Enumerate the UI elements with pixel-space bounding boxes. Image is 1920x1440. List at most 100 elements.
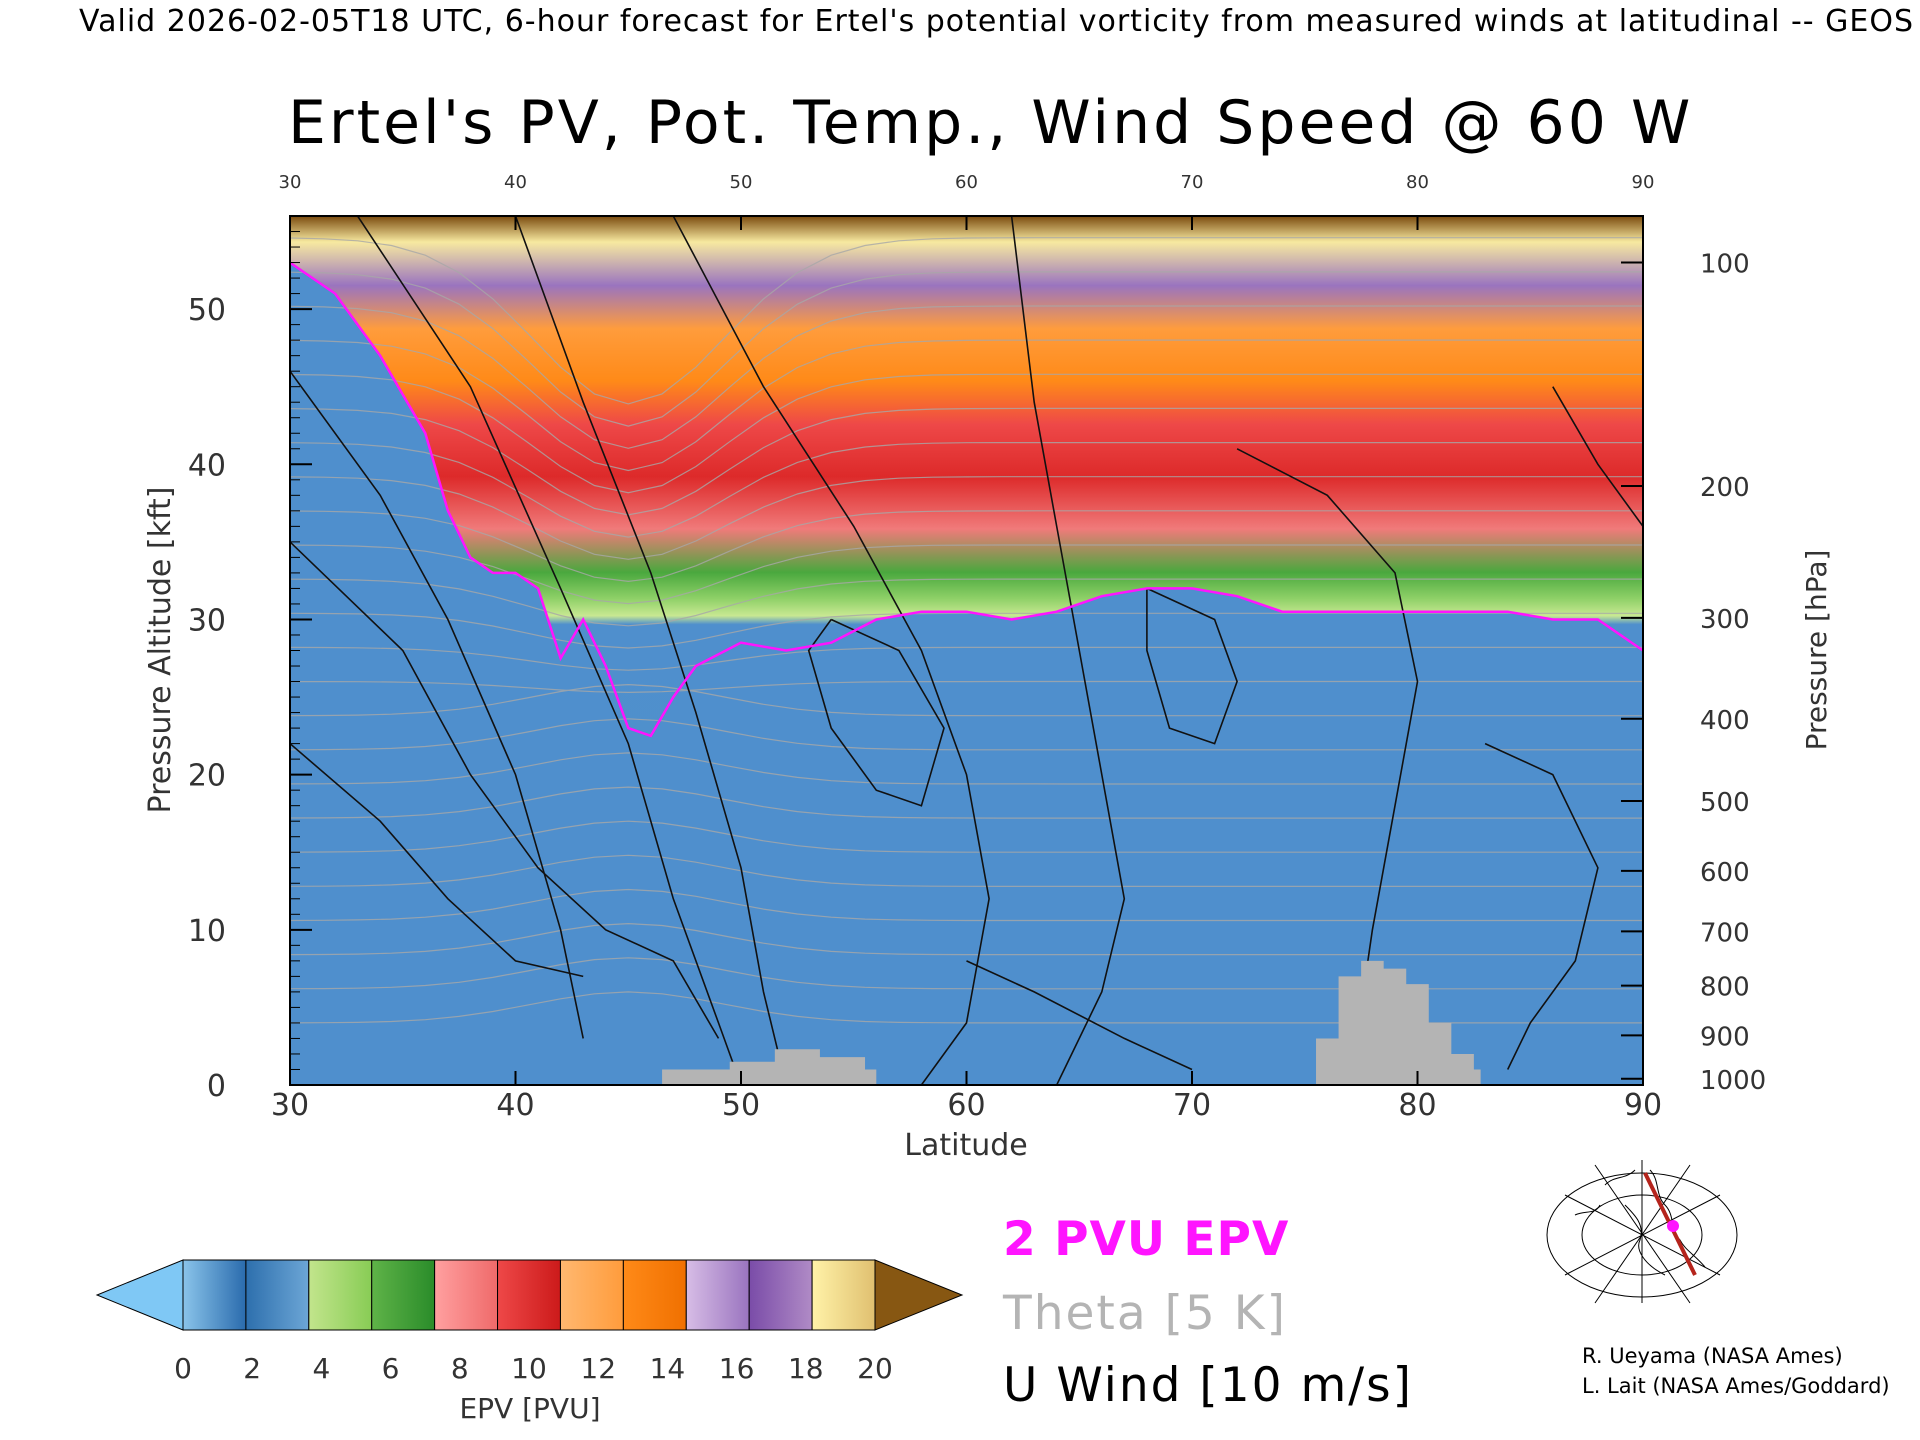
globe-locator-map-icon [1545, 1155, 1740, 1305]
colorbar-over-triangle [874, 1259, 964, 1331]
credit-line-1: R. Ueyama (NASA Ames) [1582, 1344, 1843, 1368]
x-tick-label-top: 40 [504, 172, 527, 193]
tropopause-2pvu-line [290, 261, 1643, 738]
u-wind-contour [290, 541, 720, 1039]
theta-contour [290, 407, 1643, 516]
u-wind-contour [1484, 742, 1599, 1070]
x-axis-label: Latitude [904, 1128, 1027, 1163]
pressure-tick-label: 700 [1700, 918, 1750, 948]
colorbar-tick-label: 16 [719, 1352, 755, 1385]
colorbar-band [308, 1259, 373, 1331]
credits: R. Ueyama (NASA Ames) L. Lait (NASA Ames… [1582, 1341, 1890, 1401]
theta-contour [290, 786, 1643, 819]
legend-2pvu: 2 PVU EPV [1003, 1212, 1290, 1267]
u-wind-contour [290, 742, 584, 978]
theta-contour [290, 752, 1643, 785]
u-wind-contour [807, 618, 945, 807]
theta-contour [290, 305, 1643, 449]
x-tick-label-top: 50 [730, 172, 753, 193]
colorbar-tick-label: 6 [382, 1352, 400, 1385]
pressure-tick-label: 100 [1700, 250, 1750, 280]
x-tick-label: 70 [1173, 1088, 1211, 1123]
colorbar-band [622, 1259, 687, 1331]
u-wind-contour [1146, 587, 1238, 745]
chart-title: Ertel's PV, Pot. Temp., Wind Speed @ 60 … [288, 88, 1694, 158]
y-tick-label: 50 [188, 293, 226, 328]
colorbar-band [685, 1259, 750, 1331]
theta-contour [290, 646, 1643, 671]
colorbar-band [371, 1259, 436, 1331]
pressure-tick-label: 500 [1700, 788, 1750, 818]
pressure-tick-label: 800 [1700, 973, 1750, 1003]
y-axis-left: 0 10 20 30 40 50 [188, 231, 312, 1104]
pressure-tick-label: 900 [1700, 1022, 1750, 1052]
colorbar-label: EPV [PVU] [459, 1392, 600, 1425]
terrain-mask [662, 960, 1481, 1085]
x-axis: 30 40 50 60 70 80 90 [271, 1071, 1662, 1123]
theta-contour [290, 718, 1643, 751]
x-tick-label: 60 [947, 1088, 985, 1123]
u-wind-contour [966, 960, 1193, 1071]
pressure-tick-label: 1000 [1700, 1066, 1766, 1096]
x-tick-label-top: 90 [1632, 172, 1655, 193]
credit-line-2: L. Lait (NASA Ames/Goddard) [1582, 1374, 1890, 1398]
pressure-tick-label: 200 [1700, 473, 1750, 503]
colorbar-tick-label: 8 [451, 1352, 469, 1385]
theta-contours [290, 237, 1643, 1024]
pressure-tick-label: 600 [1700, 858, 1750, 888]
colorbar-tick-label: 18 [788, 1352, 824, 1385]
legend-theta: Theta [5 K] [1003, 1286, 1287, 1341]
theta-contour [290, 373, 1643, 494]
colorbar-band [748, 1259, 813, 1331]
y-tick-label: 0 [207, 1069, 226, 1104]
pressure-tick-label: 300 [1700, 605, 1750, 635]
y-tick-label: 10 [188, 914, 226, 949]
theta-contour [290, 237, 1643, 405]
colorbar-band [811, 1259, 876, 1331]
u-wind-contours [290, 216, 1643, 1085]
colorbar-tick-label: 14 [650, 1352, 686, 1385]
theta-contour [290, 510, 1643, 583]
u-wind-contour [1236, 448, 1419, 1085]
x-tick-label: 90 [1624, 1088, 1662, 1123]
theta-contour [290, 578, 1643, 627]
theta-contour [290, 442, 1643, 538]
y-tick-label: 40 [188, 448, 226, 483]
u-wind-contour [1010, 216, 1126, 1085]
colorbar: 0 2 4 6 8 10 12 14 16 18 20 [95, 1259, 964, 1385]
colorbar-band [497, 1259, 561, 1331]
colorbar-band [559, 1259, 624, 1331]
colorbar-tick-label: 10 [511, 1352, 547, 1385]
x-tick-label: 50 [722, 1088, 760, 1123]
theta-contour [290, 476, 1643, 560]
x-tick-label: 30 [271, 1088, 309, 1123]
u-wind-contour [1552, 386, 1643, 527]
u-wind-contour [514, 216, 787, 1085]
theta-contour [290, 888, 1643, 922]
troposphere-low-pv-region [290, 262, 1643, 1085]
colorbar-band [245, 1259, 310, 1331]
theta-contour [290, 339, 1643, 472]
x-tick-label-top: 70 [1181, 172, 1204, 193]
x-tick-label-top: 80 [1406, 172, 1429, 193]
pressure-tick-label: 400 [1700, 706, 1750, 736]
legend-u-wind: U Wind [10 m/s] [1003, 1358, 1413, 1413]
colorbar-tick-label: 2 [243, 1352, 261, 1385]
theta-contour [290, 612, 1643, 649]
x-tick-label: 40 [496, 1088, 534, 1123]
theta-contour [290, 683, 1643, 717]
colorbar-tick-label: 20 [857, 1352, 893, 1385]
y-tick-label: 20 [188, 759, 226, 794]
y-axis-right: 100 200 300 400 500 600 700 800 900 1000 [1621, 250, 1766, 1096]
u-wind-contour [290, 370, 584, 1039]
u-wind-contour [672, 216, 990, 1085]
y2-axis-label: Pressure [hPa] [1800, 550, 1833, 751]
x-tick-label-top: 30 [279, 172, 302, 193]
colorbar-band [182, 1259, 247, 1331]
u-wind-contour [356, 216, 742, 1085]
theta-contour [290, 854, 1643, 887]
x-axis-top: 30 40 50 60 70 80 90 [279, 172, 1655, 230]
colorbar-tick-label: 4 [312, 1352, 330, 1385]
theta-contour [290, 544, 1643, 605]
